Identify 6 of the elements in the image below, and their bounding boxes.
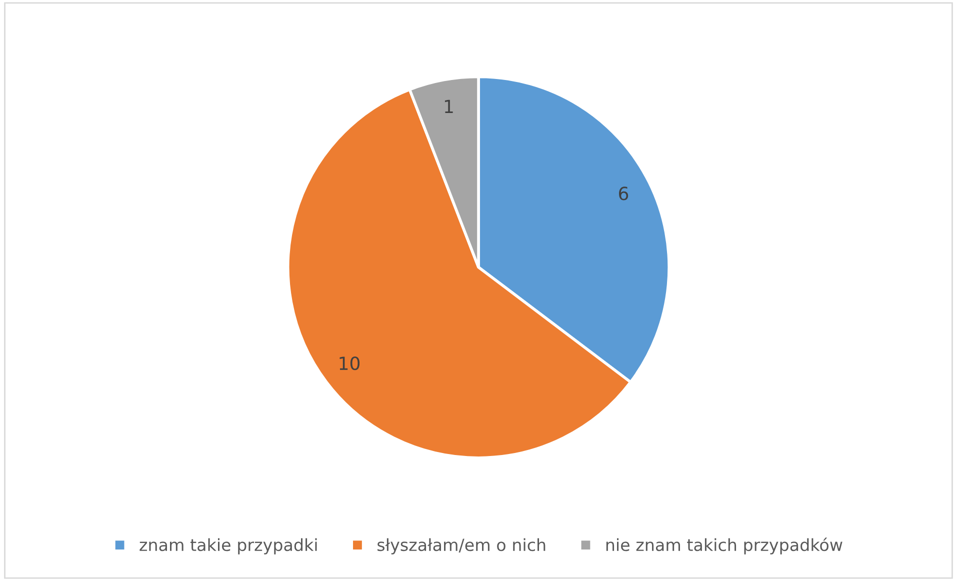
legend-label: nie znam takich przypadków [606, 538, 842, 554]
data-label: 6 [619, 186, 628, 200]
legend-label: znam takie przypadki [140, 538, 317, 554]
legend-label: słyszałam/em o nich [378, 538, 546, 554]
data-label: 1 [444, 100, 453, 114]
data-label: 10 [340, 356, 360, 370]
